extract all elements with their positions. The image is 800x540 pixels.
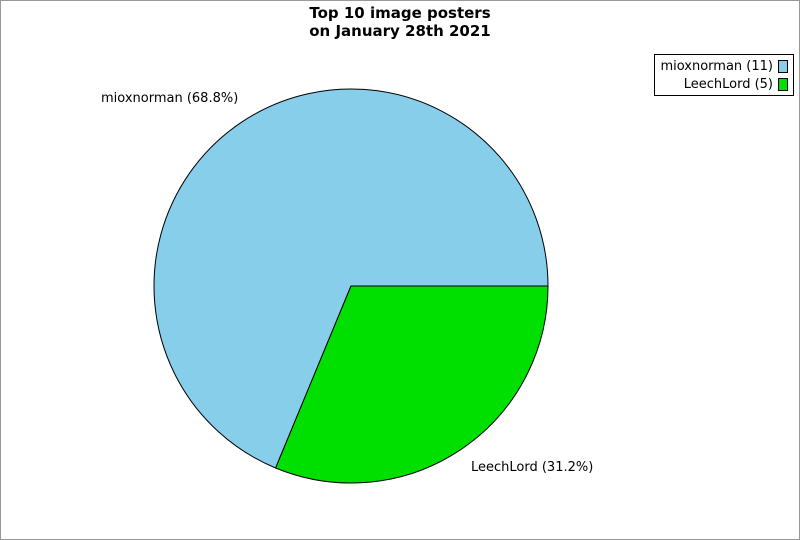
pie-slice-leechlord: [275, 285, 549, 484]
pie-slice-mioxnorman: [153, 88, 549, 469]
legend-label-mioxnorman: mioxnorman (11): [660, 58, 773, 74]
chart-title-line1: Top 10 image posters: [309, 4, 491, 22]
legend-item-mioxnorman: mioxnorman (11): [657, 57, 788, 75]
slice-label-mioxnorman: mioxnorman (68.8%): [101, 91, 239, 106]
legend: mioxnorman (11) LeechLord (5): [654, 54, 794, 96]
legend-label-leechlord: LeechLord (5): [683, 76, 773, 92]
legend-swatch-leechlord: [778, 77, 788, 91]
legend-swatch-mioxnorman: [778, 59, 788, 73]
chart-title: Top 10 image posters on January 28th 202…: [1, 4, 799, 40]
slice-label-leechlord: LeechLord (31.2%): [471, 460, 594, 475]
chart-title-line2: on January 28th 2021: [309, 22, 491, 40]
legend-item-leechlord: LeechLord (5): [657, 75, 788, 93]
